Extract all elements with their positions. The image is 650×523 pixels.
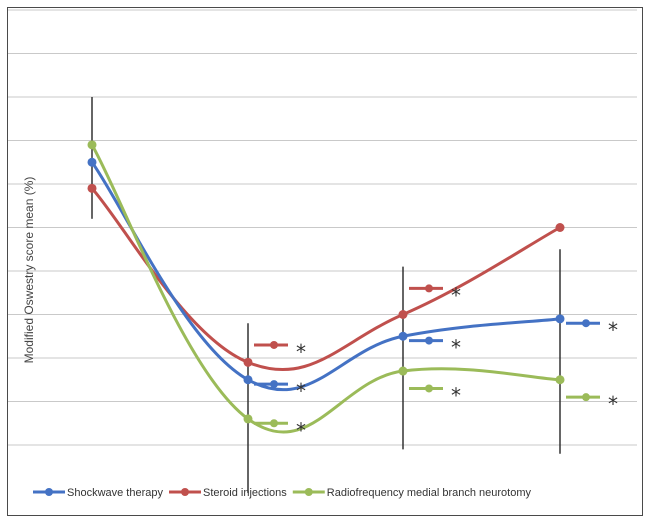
data-point: [555, 314, 565, 324]
significance-star: *: [608, 318, 618, 342]
legend-swatch-point: [45, 488, 53, 496]
data-point: [398, 310, 408, 319]
data-point: [243, 414, 253, 424]
chart-frame: [7, 7, 643, 516]
data-point: [87, 157, 97, 167]
significance-star: *: [451, 383, 461, 407]
gridlines: [8, 9, 637, 446]
significance-point: [582, 319, 590, 328]
data-point: [398, 331, 408, 341]
data-point: [87, 140, 97, 150]
series-line: [90, 161, 561, 392]
significance-markers: * * * * * * * *: [254, 283, 618, 442]
significance-point: [270, 380, 278, 389]
data-point: [243, 375, 253, 385]
significance-star: *: [608, 392, 618, 416]
y-axis-label: Modified Oswestry score mean (%): [22, 177, 36, 364]
legend-swatch-point: [304, 488, 313, 496]
legend-swatch-point: [181, 488, 189, 496]
legend-label: Radiofrequency medial branch neurotomy: [327, 487, 532, 499]
significance-point: [425, 284, 433, 293]
significance-star: *: [451, 336, 461, 360]
data-point: [87, 183, 97, 193]
significance-point: [582, 393, 590, 402]
significance-point: [270, 419, 278, 428]
series-lines: [90, 144, 561, 434]
legend-label: Steroid injections: [203, 487, 287, 499]
data-point: [555, 375, 565, 385]
significance-point: [425, 336, 433, 345]
series-markers: [87, 140, 565, 424]
significance-point: [270, 340, 278, 349]
significance-point: [425, 384, 433, 393]
significance-star: *: [451, 283, 461, 307]
data-point: [243, 357, 253, 367]
significance-star: *: [296, 340, 306, 364]
data-point: [398, 366, 408, 376]
significance-star: *: [296, 418, 306, 442]
legend: Shockwave therapy Steroid injections Radio…: [33, 487, 532, 499]
legend-label: Shockwave therapy: [67, 487, 163, 499]
significance-star: *: [296, 379, 306, 403]
series-line: [90, 144, 561, 434]
data-point: [555, 223, 565, 232]
